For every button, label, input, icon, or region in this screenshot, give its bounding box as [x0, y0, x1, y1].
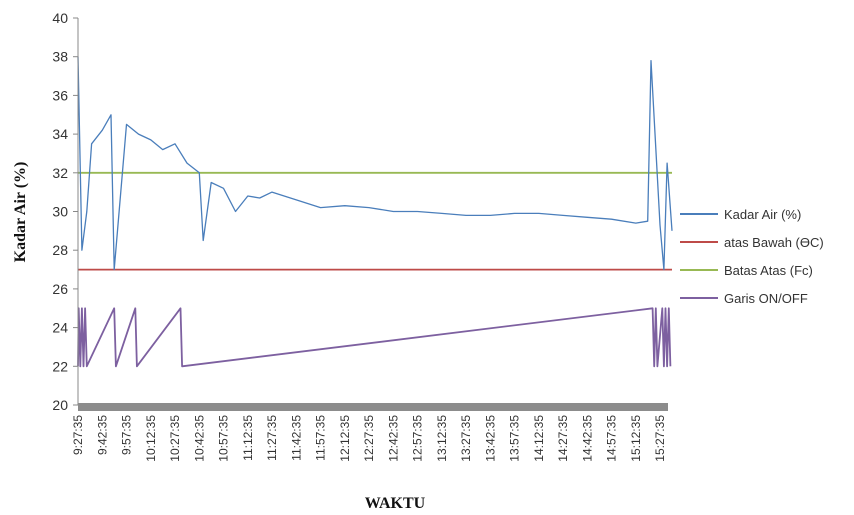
- x-axis-title: WAKTU: [365, 495, 426, 512]
- x-tick-label: 13:57:35: [508, 415, 522, 462]
- x-tick-label: 11:27:35: [265, 415, 279, 461]
- y-tick-label: 26: [52, 281, 68, 297]
- y-tick-label: 34: [52, 126, 68, 142]
- x-tick-label: 14:57:35: [605, 415, 619, 462]
- x-tick-label: 12:57:35: [411, 415, 425, 462]
- y-tick-label: 20: [52, 397, 68, 413]
- x-tick-label: 11:57:35: [314, 415, 328, 461]
- x-tick-label: 12:12:35: [338, 415, 352, 462]
- series-line-0: [77, 56, 673, 271]
- x-tick-label: 15:12:35: [629, 415, 643, 462]
- y-tick-label: 22: [52, 358, 68, 374]
- y-tick-label: 40: [52, 10, 68, 26]
- legend: Kadar Air (%) atas Bawah (ϴC) Batas Atas (…: [680, 207, 824, 306]
- y-tick-label: 24: [52, 320, 68, 336]
- x-tick-label: 11:42:35: [289, 415, 303, 461]
- y-tick-label: 36: [52, 87, 68, 103]
- y-tick-label: 28: [52, 242, 68, 258]
- x-tick-label: 13:12:35: [435, 415, 449, 462]
- x-tick-label: 13:42:35: [483, 415, 497, 462]
- x-tick-label: 10:42:35: [192, 415, 206, 462]
- x-tick-label: 10:12:35: [144, 415, 158, 462]
- legend-label: Batas Atas (Fc): [724, 263, 813, 278]
- x-tick-label: 9:27:35: [71, 415, 85, 455]
- y-tick-label: 30: [52, 204, 68, 220]
- x-tick-label: 14:27:35: [556, 415, 570, 462]
- x-tick-label: 12:42:35: [386, 415, 400, 462]
- x-tick-label: 15:27:35: [653, 415, 667, 462]
- x-tick-label: 9:57:35: [120, 415, 134, 455]
- series-line-3: [77, 307, 672, 368]
- x-tick-label: 14:12:35: [532, 415, 546, 462]
- y-tick-label: 32: [52, 165, 68, 181]
- x-tick-label: 10:27:35: [168, 415, 182, 462]
- legend-label: Kadar Air (%): [724, 207, 801, 222]
- x-tick-label: 9:42:35: [95, 415, 109, 455]
- legend-label: atas Bawah (ϴC): [724, 235, 824, 250]
- x-tick-label: 13:27:35: [459, 415, 473, 462]
- legend-label: Garis ON/OFF: [724, 291, 808, 306]
- x-tick-label: 10:57:35: [217, 415, 231, 462]
- series-layer: [77, 56, 673, 368]
- axis-layer: 20 22 24 26 28 30 32 34 36 38 40 9:27:35 9:42:35 9:57…: [52, 10, 668, 462]
- y-tick-label: 38: [52, 49, 68, 65]
- x-tick-label: 11:12:35: [241, 415, 255, 461]
- x-tick-label: 12:27:35: [362, 415, 376, 462]
- x-tick-label: 14:42:35: [580, 415, 594, 462]
- y-axis-title: Kadar Air (%): [12, 162, 29, 263]
- x-axis-bar: [78, 403, 668, 411]
